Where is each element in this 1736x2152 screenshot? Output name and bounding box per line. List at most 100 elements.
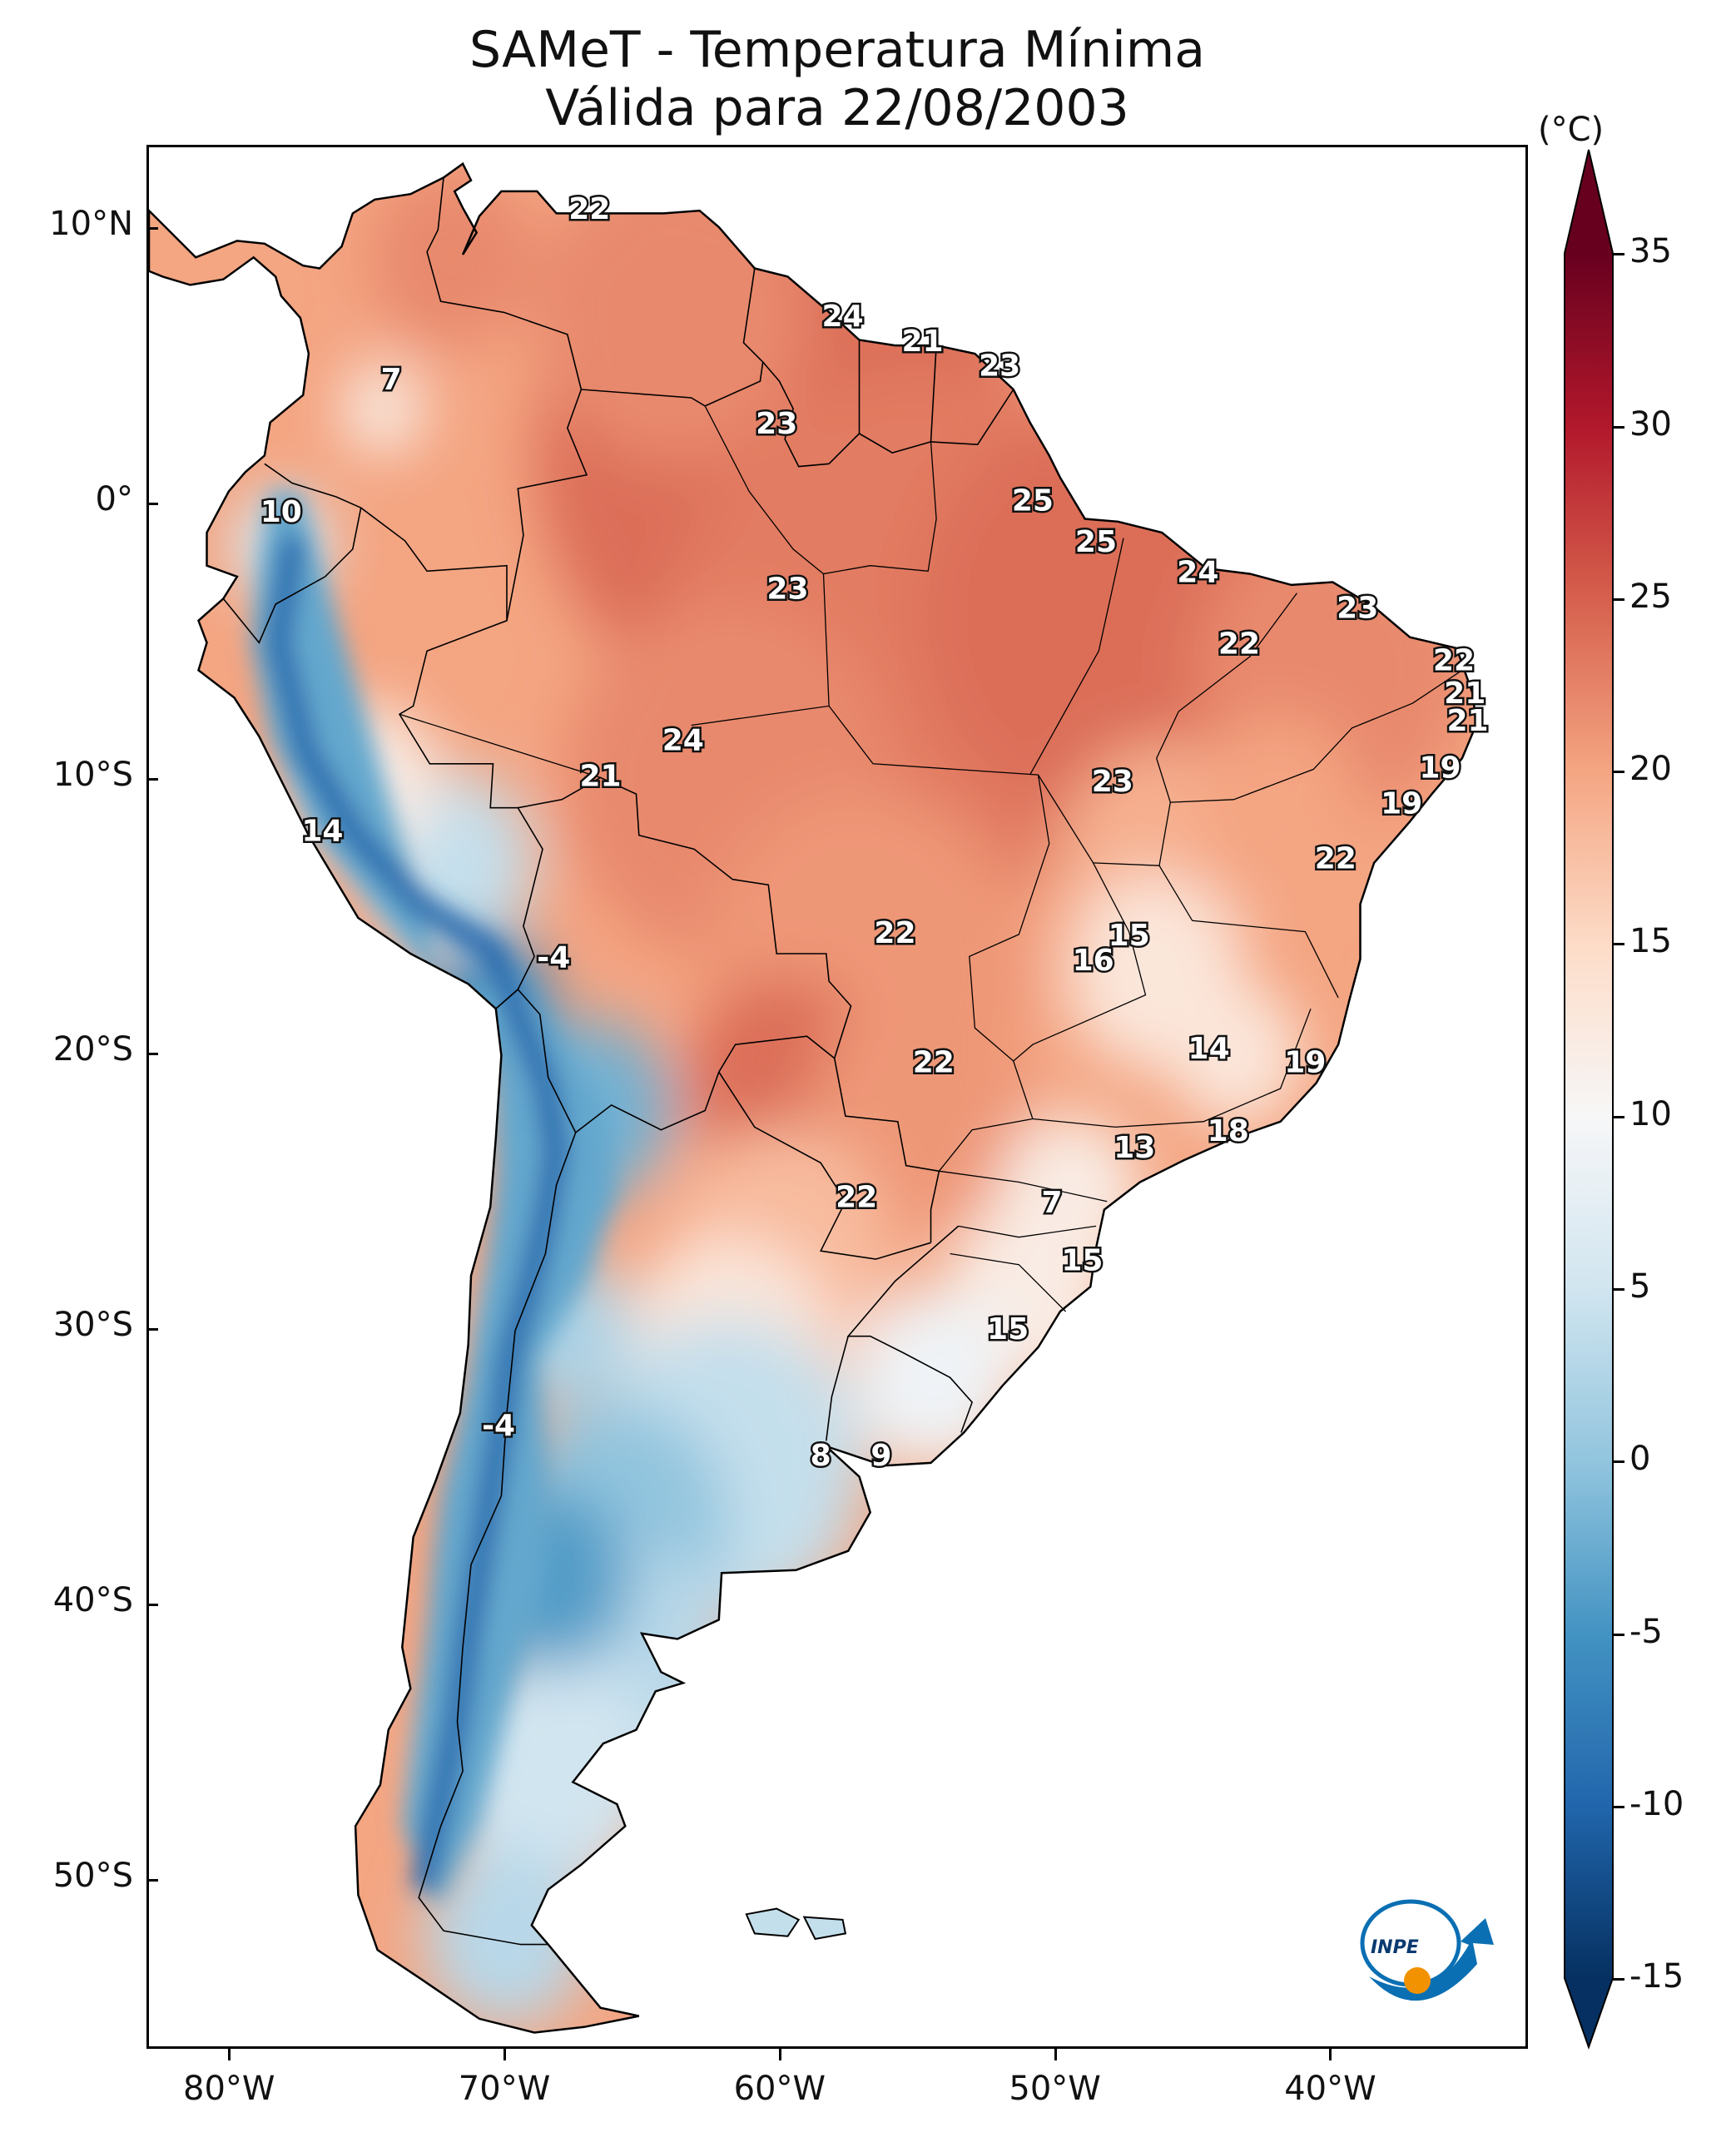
temperature-region bbox=[369, 166, 535, 349]
state-border bbox=[691, 705, 1160, 866]
colorbar-tick-label: 0 bbox=[1612, 1440, 1651, 1479]
state-border bbox=[1032, 1008, 1312, 1128]
station-value-label: 22 bbox=[1315, 842, 1357, 876]
station-value-label: 22 bbox=[568, 192, 610, 226]
country-border bbox=[762, 340, 861, 468]
station-value-label: 25 bbox=[1012, 484, 1054, 518]
state-border bbox=[704, 405, 824, 575]
station-value-label: 9 bbox=[870, 1439, 891, 1473]
state-border bbox=[939, 1170, 1108, 1202]
state-border bbox=[1156, 593, 1297, 866]
country-border bbox=[517, 989, 836, 1134]
colorbar-tick-label: 25 bbox=[1613, 577, 1672, 616]
longitude-tick-label: 50°W bbox=[972, 2049, 1138, 2105]
state-border bbox=[1170, 669, 1463, 803]
latitude-tick-label: 0° bbox=[25, 483, 158, 516]
station-value-label: 18 bbox=[1208, 1114, 1249, 1148]
station-value-label: 13 bbox=[1114, 1131, 1155, 1165]
colorbar-tick-label: 20 bbox=[1613, 750, 1672, 789]
station-value-label: 19 bbox=[1419, 751, 1461, 785]
state-border bbox=[1013, 862, 1147, 1062]
state-border bbox=[958, 1225, 1097, 1238]
station-value-label: 14 bbox=[1188, 1032, 1230, 1066]
colorbar-gradient bbox=[1564, 149, 1614, 2050]
station-value-label: 19 bbox=[1381, 786, 1422, 821]
station-value-label: 23 bbox=[756, 407, 797, 441]
station-value-label: 10 bbox=[260, 495, 302, 529]
temperature-region bbox=[1170, 983, 1303, 1128]
latitude-tick-label: 50°S bbox=[25, 1859, 158, 1892]
station-value-label: 22 bbox=[874, 916, 915, 950]
colorbar-tick-label: 35 bbox=[1613, 232, 1672, 271]
state-border bbox=[950, 1252, 1067, 1312]
station-value-label: 15 bbox=[1061, 1243, 1103, 1277]
inpe-logo-text: INPE bbox=[1371, 1937, 1419, 1958]
station-value-label: 22 bbox=[836, 1180, 877, 1214]
temperature-region bbox=[1195, 717, 1361, 899]
colorbar-unit: (°C) bbox=[1538, 111, 1605, 149]
temperature-region bbox=[341, 363, 424, 454]
station-value-label: -4 bbox=[482, 1409, 515, 1443]
latitude-tick-label: 40°S bbox=[25, 1584, 158, 1617]
colorbar-tick-label: 15 bbox=[1613, 922, 1672, 961]
country-border bbox=[833, 1058, 940, 1243]
longitude-tick-label: 70°W bbox=[421, 2049, 588, 2105]
latitude-tick-label: 10°N bbox=[25, 207, 158, 240]
country-border bbox=[930, 389, 1014, 446]
station-value-label: 21 bbox=[901, 325, 943, 359]
station-value-label: 16 bbox=[1073, 944, 1114, 978]
station-value-label: 15 bbox=[1109, 919, 1150, 953]
country-border bbox=[859, 345, 937, 454]
station-value-label: 22 bbox=[1433, 643, 1475, 677]
station-value-label: 21 bbox=[1446, 704, 1488, 738]
station-value-label: 24 bbox=[662, 723, 704, 757]
station-value-label: 22 bbox=[913, 1045, 955, 1079]
station-value-label: 7 bbox=[1041, 1186, 1062, 1220]
station-value-label: 7 bbox=[381, 363, 402, 397]
colorbar-tick-label: 5 bbox=[1612, 1267, 1651, 1306]
state-border bbox=[1158, 865, 1339, 999]
station-value-label: 19 bbox=[1284, 1045, 1326, 1079]
latitude-tick-label: 10°S bbox=[25, 758, 158, 791]
andes-coldest-core bbox=[266, 534, 568, 1893]
coastline bbox=[149, 161, 1477, 2034]
colorbar-tick-label: 10 bbox=[1613, 1094, 1672, 1133]
station-value-label: 15 bbox=[987, 1312, 1029, 1346]
state-border bbox=[399, 713, 601, 779]
temperature-field bbox=[149, 163, 1476, 2033]
country-border bbox=[495, 989, 518, 1009]
map-subtitle: Válida para 22/08/2003 bbox=[545, 79, 1129, 137]
inpe-logo-dot-icon bbox=[1404, 1967, 1431, 1994]
station-value-label: 25 bbox=[1075, 525, 1117, 559]
country-borders bbox=[222, 177, 1463, 1946]
country-border bbox=[718, 1071, 931, 1260]
falkland-islands bbox=[745, 1907, 847, 1941]
latitude-tick-label: 30°S bbox=[25, 1308, 158, 1341]
andes-cold-zone bbox=[250, 491, 618, 1909]
colorbar-tick-label: -10 bbox=[1612, 1784, 1684, 1823]
country-border bbox=[581, 268, 764, 407]
longitude-tick-label: 60°W bbox=[697, 2049, 863, 2105]
colorbar-tick-label: -15 bbox=[1612, 1957, 1684, 1996]
station-value-label: 8 bbox=[811, 1439, 831, 1473]
island bbox=[745, 1907, 801, 1937]
country-border bbox=[846, 1225, 974, 1433]
state-border bbox=[1029, 538, 1124, 776]
country-border bbox=[418, 1132, 577, 1946]
station-value-label: 21 bbox=[579, 759, 621, 793]
station-value-label: 14 bbox=[301, 815, 343, 849]
station-value-label: 22 bbox=[1218, 627, 1260, 662]
inpe-logo: INPE bbox=[1360, 1899, 1494, 2001]
longitude-tick-label: 40°W bbox=[1247, 2049, 1413, 2105]
latitude-tick-label: 20°S bbox=[25, 1033, 158, 1066]
map-panel: 22 24 21 23 7 23 10 25 25 24 23 23 22 22 21 21 24 19 21 23 1… bbox=[146, 145, 1528, 2049]
station-value-label: 23 bbox=[766, 572, 808, 606]
state-border bbox=[822, 441, 937, 707]
station-value-label: 23 bbox=[979, 350, 1020, 384]
inpe-logo-swoosh-icon bbox=[1369, 1918, 1494, 2001]
island bbox=[802, 1916, 847, 1941]
state-border bbox=[938, 774, 1050, 1172]
country-border bbox=[426, 177, 588, 621]
